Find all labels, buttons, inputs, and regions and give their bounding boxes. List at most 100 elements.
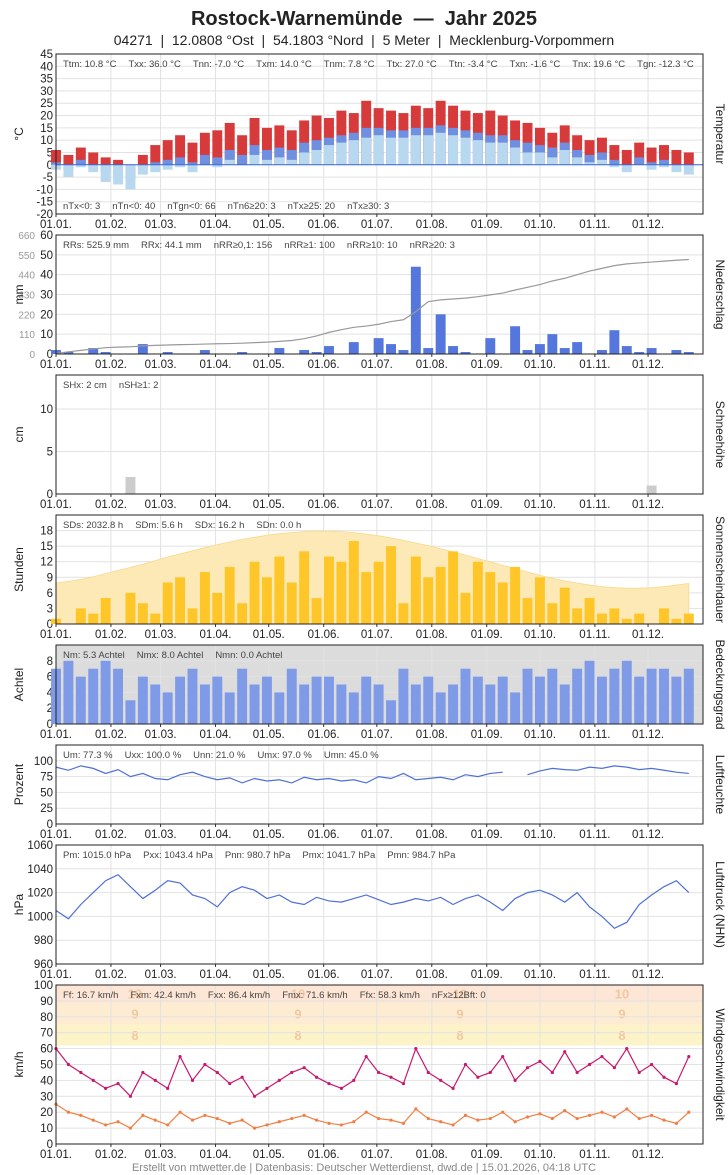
bar (212, 164, 223, 168)
bar (212, 157, 223, 165)
bar (324, 346, 334, 354)
y-tick-label: 9 (47, 572, 53, 584)
bar (497, 582, 508, 624)
plot-frame (55, 844, 704, 965)
stat-item: nTx≥25: 20 (288, 201, 335, 212)
marker (687, 1110, 691, 1114)
bar (472, 676, 483, 724)
marker (550, 1070, 554, 1075)
bar (510, 566, 521, 624)
marker (252, 1126, 257, 1130)
marker (352, 1120, 356, 1124)
bar (162, 159, 173, 165)
x-tick-label: 01.02. (95, 729, 127, 741)
line (55, 258, 689, 355)
x-tick-label: 01.02. (95, 219, 127, 231)
bar (534, 577, 545, 624)
y-tick-label: 2 (47, 703, 53, 715)
y-axis-label: cm (12, 427, 26, 443)
x-tick-label: 01.07. (361, 629, 393, 641)
y2-tick-label: 0 (29, 350, 35, 361)
y-tick-label: 1060 (27, 840, 53, 852)
bar (150, 613, 161, 624)
bft-label: 9 (618, 1007, 625, 1022)
bar (609, 330, 620, 354)
line (55, 1103, 690, 1129)
x-tick-label: 01.02. (95, 969, 127, 981)
x-tick-label: 01.02. (95, 499, 127, 511)
side-label: Niederschlag (713, 259, 727, 329)
stat-item: Txn: -1.6 °C (509, 59, 560, 70)
y-tick-label: 0 (47, 349, 53, 361)
line (55, 765, 689, 784)
bar (63, 164, 74, 178)
marker (265, 1123, 269, 1127)
x-tick-label: 01.09. (471, 729, 503, 741)
y-tick-label: 0 (47, 160, 53, 172)
bar (150, 164, 161, 173)
x-tick-label: 01.01. (40, 629, 72, 641)
plot-frame (55, 984, 704, 1145)
bar (646, 485, 657, 494)
bar (559, 684, 570, 724)
y-tick-label: 100 (34, 980, 53, 992)
stat-item: Pm: 1015.0 hPa (63, 850, 132, 861)
stat-item: SDs: 2032.8 h (63, 520, 123, 531)
marker (79, 1070, 83, 1075)
y-tick-label: 0 (47, 719, 53, 731)
bar (100, 352, 111, 354)
x-tick-label: 01.10. (524, 729, 556, 741)
marker (600, 1054, 604, 1059)
bar (634, 676, 645, 724)
x-tick-label: 01.06. (308, 729, 340, 741)
bar (671, 350, 682, 354)
bar (386, 700, 396, 724)
bar (386, 137, 396, 165)
x-tick-label: 01.11. (579, 499, 610, 511)
marker (91, 1118, 95, 1122)
bar (534, 344, 545, 354)
bar (348, 140, 359, 165)
marker (600, 1110, 604, 1114)
x-tick-label: 01.11. (579, 729, 610, 741)
marker (190, 1118, 195, 1122)
bar (137, 164, 148, 175)
y-tick-label: 15 (40, 541, 53, 553)
bar (671, 676, 682, 724)
x-tick-label: 01.12. (632, 359, 664, 371)
x-tick-label: 01.10. (524, 219, 556, 231)
bar (286, 130, 297, 165)
bar (261, 577, 272, 624)
marker (674, 1121, 679, 1125)
marker (91, 1078, 95, 1082)
x-tick-label: 01.12. (632, 499, 664, 511)
bar (634, 142, 645, 165)
y-tick-label: 20 (40, 111, 53, 123)
bar (621, 618, 632, 624)
stat-item: Pmx: 1041.7 hPa (302, 850, 376, 861)
y-tick-label: 1020 (27, 888, 53, 900)
x-tick-label: 01.11. (579, 219, 610, 231)
plot-frame (55, 514, 704, 625)
bar (572, 608, 583, 624)
marker (563, 1050, 567, 1054)
chart-title: Rostock-Warnemünde — Jahr 2025 (191, 8, 537, 30)
marker (314, 1118, 319, 1122)
bar (559, 150, 570, 165)
x-tick-label: 01.02. (95, 829, 127, 841)
x-tick-label: 01.04. (200, 829, 232, 841)
marker (612, 1115, 616, 1119)
bar (125, 592, 136, 624)
bar (261, 676, 272, 724)
y2-tick-label: 220 (18, 310, 35, 321)
y-tick-label: 20 (40, 309, 53, 321)
bar (559, 587, 570, 624)
stat-item: nRR≥10: 10 (347, 240, 398, 251)
marker (662, 1118, 666, 1122)
y-tick-label: 10 (40, 404, 53, 416)
bar (311, 150, 322, 165)
stat-item: RRx: 44.1 mm (141, 240, 202, 251)
bar (460, 668, 471, 724)
marker (203, 1062, 207, 1067)
